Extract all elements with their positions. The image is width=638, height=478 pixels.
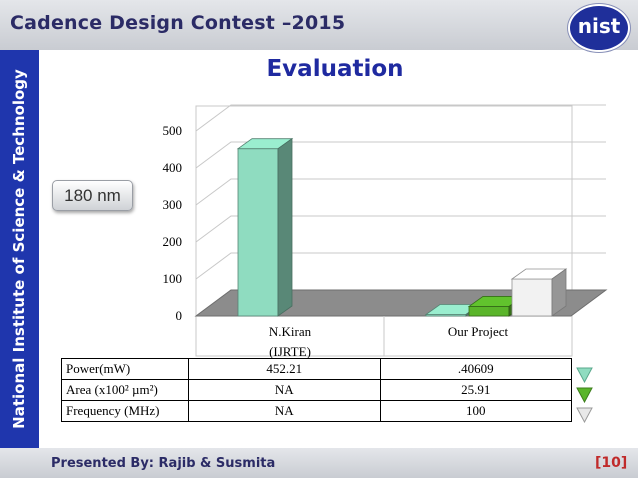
- chart-bars: [236, 137, 568, 317]
- sidebar-band: [0, 50, 39, 448]
- table-cell: NA: [188, 400, 381, 422]
- data-table: Power(mW) 452.21 .40609 Area (x100² µm²)…: [61, 358, 572, 422]
- table-cell: 452.21: [188, 358, 381, 380]
- y-tick-label: 300: [162, 197, 183, 212]
- nist-logo: nist: [568, 4, 630, 52]
- x-category-label: Our Project: [447, 324, 509, 339]
- logo-text: nist: [577, 14, 621, 38]
- bar: [510, 268, 568, 317]
- y-tick-label: 100: [162, 271, 183, 286]
- y-tick-label: 500: [162, 123, 183, 138]
- y-gridline: [195, 104, 606, 132]
- table-row: Power(mW) 452.21 .40609: [61, 358, 572, 380]
- table-row-label: Power(mW): [61, 358, 189, 380]
- table-row-label: Frequency (MHz): [61, 400, 189, 422]
- table-row-label: Area (x100² µm²): [61, 379, 189, 401]
- bar: [236, 137, 294, 317]
- y-tick-label: 200: [162, 234, 183, 249]
- y-gridline: [195, 215, 606, 243]
- table-cell: 25.91: [379, 379, 572, 401]
- slide-number: [10]: [595, 455, 628, 471]
- y-gridline: [195, 252, 606, 280]
- footer-presenters: Presented By: Rajib & Susmita: [51, 456, 276, 471]
- x-category-label: N.Kiran (IJRTE): [268, 324, 312, 359]
- slide-title: Evaluation: [266, 56, 404, 82]
- legend-marker-icon: [576, 367, 593, 383]
- legend-marker-icon: [576, 407, 593, 423]
- header-bar: [0, 0, 638, 50]
- y-tick-label: 400: [162, 160, 183, 175]
- y-tick-label: 0: [175, 308, 183, 323]
- footer-bar: [0, 448, 638, 478]
- table-cell: NA: [188, 379, 381, 401]
- table-cell: .40609: [379, 358, 572, 380]
- table-row: Area (x100² µm²) NA 25.91: [61, 379, 572, 401]
- y-gridline: [195, 178, 606, 206]
- table-row: Frequency (MHz) NA 100: [61, 400, 572, 422]
- table-cell: 100: [379, 400, 572, 422]
- y-gridline: [195, 141, 606, 169]
- legend-marker-icon: [576, 387, 593, 403]
- technology-badge: 180 nm: [52, 180, 133, 211]
- header-title: Cadence Design Contest –2015: [10, 12, 346, 34]
